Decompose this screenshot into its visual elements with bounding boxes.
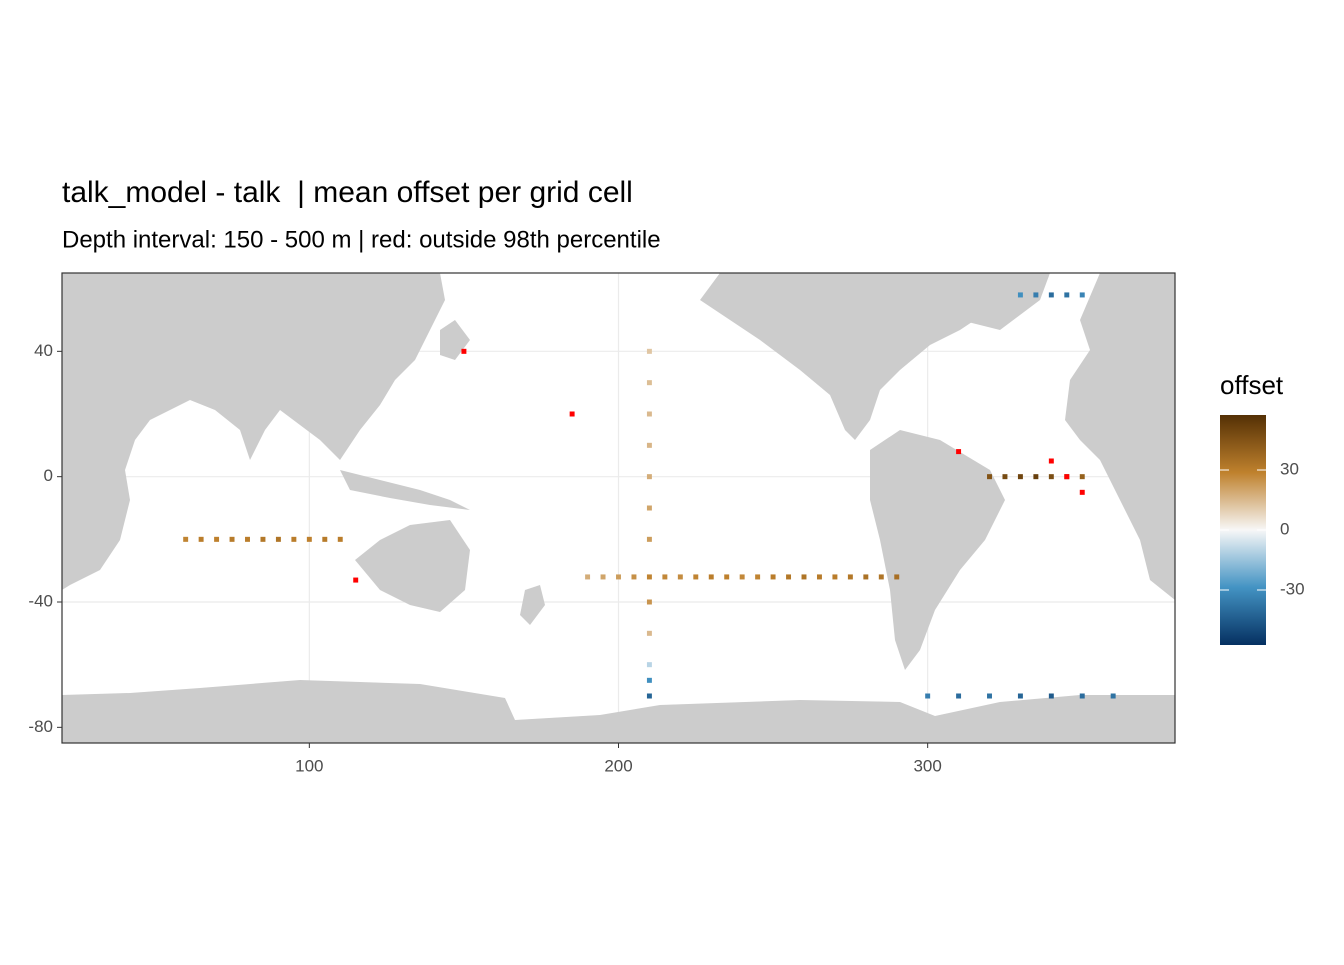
grid-cell <box>291 536 297 542</box>
grid-cell <box>770 574 776 580</box>
grid-cell <box>646 474 652 480</box>
greenland <box>920 273 1050 330</box>
grid-cell <box>847 574 853 580</box>
grid-cell <box>646 693 652 699</box>
grid-cell <box>1048 693 1054 699</box>
colorbar-tick-label: 30 <box>1280 459 1299 478</box>
x-tick-label: 200 <box>604 756 632 775</box>
chart-subtitle: Depth interval: 150 - 500 m | red: outsi… <box>62 226 661 253</box>
grid-cell <box>646 630 652 636</box>
grid-cell <box>1017 292 1023 298</box>
outlier-cell <box>1064 474 1070 480</box>
grid-cell <box>183 536 189 542</box>
grid-cell <box>198 536 204 542</box>
y-tick-label: 0 <box>44 466 53 485</box>
grid-cell <box>646 536 652 542</box>
grid-cell <box>260 536 266 542</box>
grid-cell <box>306 536 312 542</box>
grid-cell <box>646 574 652 580</box>
grid-cell <box>1017 693 1023 699</box>
grid-cell <box>1033 292 1039 298</box>
grid-cell <box>1017 474 1023 480</box>
colorbar-tick-label: 0 <box>1280 519 1289 538</box>
grid-cell <box>724 574 730 580</box>
grid-cell <box>646 348 652 354</box>
y-tick-label: -40 <box>28 591 53 610</box>
south-america <box>870 430 1005 670</box>
grid-cell <box>646 662 652 668</box>
grid-cell <box>275 536 281 542</box>
land <box>62 273 1175 743</box>
grid-cell <box>863 574 869 580</box>
grid-cell <box>693 574 699 580</box>
y-tick-label: 40 <box>34 341 53 360</box>
grid-cell <box>925 693 931 699</box>
grid-cell <box>662 574 668 580</box>
outlier-cell <box>353 577 359 583</box>
chart-title: talk_model - talk | mean offset per grid… <box>62 176 633 209</box>
grid-cell <box>956 693 962 699</box>
grid-cell <box>1064 292 1070 298</box>
grid-cell <box>646 505 652 511</box>
grid-cell <box>755 574 761 580</box>
grid-cell <box>894 574 900 580</box>
outlier-cell <box>1079 489 1085 495</box>
y-tick-label: -80 <box>28 717 53 736</box>
grid-cell <box>1079 474 1085 480</box>
grid-cell <box>1048 474 1054 480</box>
grid-cell <box>1002 474 1008 480</box>
grid-cell <box>677 574 683 580</box>
grid-cell <box>600 574 606 580</box>
grid-cell <box>816 574 822 580</box>
grid-cell <box>229 536 235 542</box>
grid-cell <box>585 574 591 580</box>
grid-cell <box>832 574 838 580</box>
grid-cell <box>646 380 652 386</box>
grid-cell <box>616 574 621 580</box>
grid-cell <box>1048 292 1054 298</box>
grid-cell <box>987 474 992 480</box>
grid-cell <box>337 536 343 542</box>
grid-cell <box>1110 693 1116 699</box>
grid-cell <box>646 411 652 417</box>
eurasia-africa <box>62 273 445 590</box>
antarctica <box>62 680 1175 743</box>
grid-cell <box>739 574 745 580</box>
grid-cell <box>646 677 652 683</box>
grid-cell <box>786 574 792 580</box>
grid-cell <box>878 574 884 580</box>
grid-cell <box>646 442 652 448</box>
europe-africa-east <box>1065 273 1175 600</box>
grid-cell <box>1079 292 1085 298</box>
x-tick-label: 100 <box>295 756 323 775</box>
grid-cell <box>987 693 992 699</box>
australia <box>355 520 470 612</box>
indonesia <box>340 470 470 510</box>
outlier-cell <box>461 348 467 354</box>
x-tick-label: 300 <box>913 756 941 775</box>
grid-cell <box>801 574 807 580</box>
outlier-cell <box>1048 458 1054 464</box>
grid-cell <box>322 536 328 542</box>
colorbar-tick-label: -30 <box>1280 579 1305 598</box>
grid-cell <box>245 536 250 542</box>
grid-cell <box>631 574 637 580</box>
grid-cell <box>1079 693 1085 699</box>
new-zealand <box>520 585 545 625</box>
grid-cell <box>1033 474 1039 480</box>
grid-cell <box>708 574 714 580</box>
grid-cell <box>646 599 652 605</box>
grid-cell <box>214 536 220 542</box>
outlier-cell <box>569 411 575 417</box>
outlier-cell <box>956 449 962 455</box>
north-america <box>700 273 1000 440</box>
legend-title: offset <box>1220 370 1284 400</box>
